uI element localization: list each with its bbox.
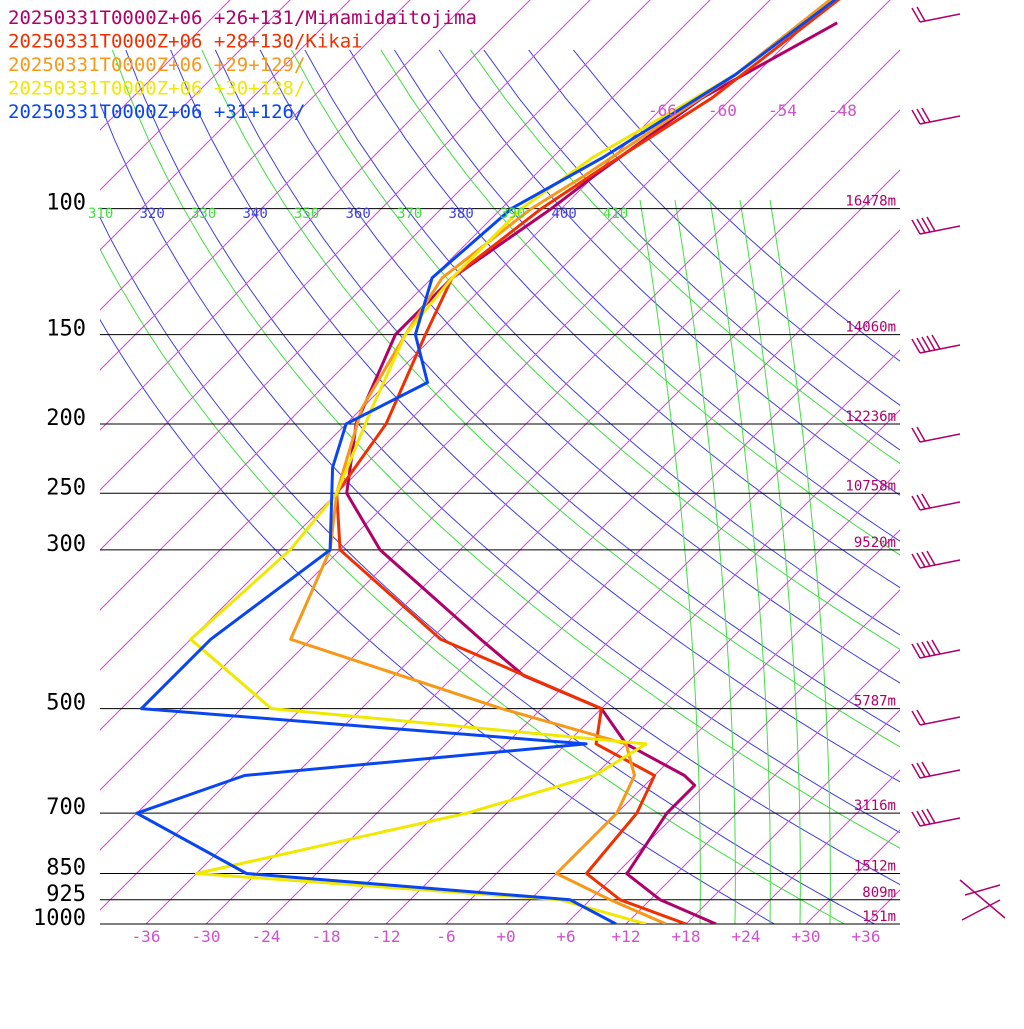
theta-label: 390: [500, 206, 525, 222]
pressure-label: 500: [46, 691, 86, 716]
isotherm-line: [326, 0, 1024, 924]
temperature-tick-label: +24: [732, 927, 761, 946]
temperature-tick-label: +0: [496, 927, 515, 946]
height-label: 3116m: [854, 798, 896, 814]
isotherm-line: [0, 0, 966, 924]
pressure-label: 925: [46, 882, 86, 907]
wind-barb-icon: [912, 217, 960, 234]
upper-temperature-label: -60: [708, 101, 737, 120]
dry-adiabat-line: [305, 50, 1024, 939]
moist-adiabat-line: [381, 50, 1024, 939]
moist-adiabat-line: [202, 50, 1024, 939]
wind-barb-icon: [912, 640, 960, 658]
pressure-label: 850: [46, 856, 86, 881]
isotherm-line: [926, 0, 1024, 924]
moist-adiabat-line: [291, 50, 1024, 939]
wind-barb-icon: [912, 809, 960, 826]
theta-label: 350: [294, 206, 319, 222]
isotherm-line: [986, 0, 1024, 924]
moist-adiabat-line: [23, 50, 873, 939]
temperature-tick-label: -24: [252, 927, 281, 946]
theta-label: 370: [397, 206, 422, 222]
dry-adiabat-line: [484, 50, 1024, 939]
wind-barb-icon: [912, 7, 960, 22]
legend-entry: 20250331T0000Z+06 +30+128/: [8, 78, 305, 100]
isotherm-line: [0, 0, 486, 924]
isotherm-line: [0, 0, 366, 924]
pressure-label: 300: [46, 532, 86, 557]
temperature-tick-label: +6: [556, 927, 575, 946]
legend-entry: 20250331T0000Z+06 +29+129/: [8, 54, 305, 76]
pressure-label: 700: [46, 795, 86, 820]
temperature-tick-label: -6: [436, 927, 455, 946]
upper-temperature-label: -54: [768, 101, 797, 120]
isotherm-line: [0, 0, 906, 924]
isotherm-line: [686, 0, 1024, 924]
theta-label: 340: [243, 206, 268, 222]
dry-adiabat-line: [0, 50, 802, 939]
height-label: 12236m: [845, 409, 896, 425]
wind-barb-icon: [912, 762, 960, 778]
legend-entry: 20250331T0000Z+06 +28+130/Kikai: [8, 31, 363, 53]
upper-temperature-label: -66: [648, 101, 677, 120]
moist-adiabat-line: [471, 50, 1024, 939]
isotherm-line: [0, 0, 606, 924]
dry-adiabat-line: [529, 50, 1024, 939]
pressure-label: 100: [46, 191, 86, 216]
pressure-label: 150: [46, 317, 86, 342]
theta-label: 410: [603, 206, 628, 222]
height-label: 10758m: [845, 478, 896, 494]
temperature-tick-label: -30: [192, 927, 221, 946]
legend-entry: 20250331T0000Z+06 +31+126/: [8, 101, 305, 123]
wind-barb-icon: [912, 108, 960, 124]
height-label: 5787m: [854, 694, 896, 710]
height-label: 16478m: [845, 194, 896, 210]
height-label: 809m: [862, 885, 896, 901]
temperature-tick-label: -18: [312, 927, 341, 946]
wind-barb-icon: [960, 880, 1005, 920]
height-label: 9520m: [854, 535, 896, 551]
temperature-tick-label: +30: [792, 927, 821, 946]
pressure-label: 200: [46, 406, 86, 431]
isotherm-line: [446, 0, 1024, 924]
temperature-tick-label: +36: [852, 927, 881, 946]
dry-adiabat-line: [260, 50, 1024, 939]
wind-barb-icon: [912, 335, 960, 353]
wind-barb-icon: [912, 551, 960, 568]
height-label: 14060m: [845, 320, 896, 336]
theta-label: 330: [191, 206, 216, 222]
theta-label: 310: [88, 206, 113, 222]
temperature-tick-label: -12: [372, 927, 401, 946]
theta-label: 360: [346, 206, 371, 222]
theta-label: 400: [552, 206, 577, 222]
isotherm-line: [866, 0, 1024, 924]
legend-entry: 20250331T0000Z+06 +26+131/Minamidaitojim…: [8, 7, 477, 29]
theta-label: 320: [140, 206, 165, 222]
isotherm-line: [806, 0, 1024, 924]
isotherm-line: [0, 0, 846, 924]
upper-temperature-label: -48: [828, 101, 857, 120]
height-label: 151m: [862, 909, 896, 925]
wind-barb-icon: [912, 427, 960, 442]
height-label: 1512m: [854, 859, 896, 875]
pressure-label: 1000: [33, 906, 86, 931]
temperature-tick-label: +12: [612, 927, 641, 946]
isotherm-line: [0, 0, 726, 924]
wind-barb-icon: [912, 494, 960, 510]
temperature-tick-label: +18: [672, 927, 701, 946]
wind-barb-icon: [912, 710, 960, 725]
pressure-label: 250: [46, 475, 86, 500]
theta-label: 380: [449, 206, 474, 222]
temperature-tick-label: -36: [132, 927, 161, 946]
